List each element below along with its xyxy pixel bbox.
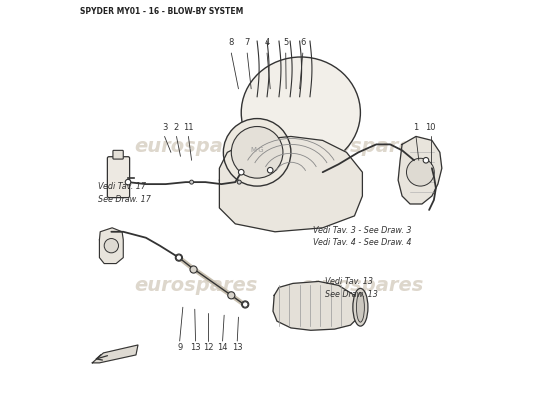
Text: 2: 2 bbox=[174, 124, 179, 132]
Circle shape bbox=[267, 168, 273, 173]
Text: 7: 7 bbox=[245, 38, 250, 47]
Text: 14: 14 bbox=[217, 343, 228, 352]
Circle shape bbox=[125, 179, 131, 185]
Circle shape bbox=[232, 126, 283, 178]
Text: 12: 12 bbox=[203, 343, 213, 352]
Text: eurospares: eurospares bbox=[134, 137, 257, 156]
Text: Vedi Tav. 3 - See Draw. 3
Vedi Tav. 4 - See Draw. 4: Vedi Tav. 3 - See Draw. 3 Vedi Tav. 4 - … bbox=[313, 226, 411, 247]
Polygon shape bbox=[92, 345, 138, 363]
Text: SPYDER MY01 - 16 - BLOW-BY SYSTEM: SPYDER MY01 - 16 - BLOW-BY SYSTEM bbox=[80, 7, 244, 16]
Circle shape bbox=[241, 301, 249, 308]
Text: 11: 11 bbox=[183, 124, 194, 132]
Circle shape bbox=[237, 180, 241, 184]
Ellipse shape bbox=[353, 288, 368, 326]
Circle shape bbox=[190, 180, 194, 184]
Text: 9: 9 bbox=[177, 343, 182, 352]
Circle shape bbox=[176, 255, 182, 260]
Circle shape bbox=[104, 238, 118, 253]
Circle shape bbox=[223, 118, 291, 186]
Circle shape bbox=[190, 266, 197, 273]
FancyBboxPatch shape bbox=[107, 157, 130, 198]
Circle shape bbox=[228, 292, 235, 299]
Text: eurospares: eurospares bbox=[301, 137, 424, 156]
Circle shape bbox=[406, 158, 434, 186]
Text: 8: 8 bbox=[229, 38, 234, 47]
Text: M·G: M·G bbox=[250, 147, 264, 153]
FancyBboxPatch shape bbox=[113, 150, 123, 159]
Polygon shape bbox=[219, 136, 362, 232]
Text: 13: 13 bbox=[190, 343, 201, 352]
Text: 3: 3 bbox=[162, 124, 167, 132]
Polygon shape bbox=[100, 228, 123, 264]
Text: eurospares: eurospares bbox=[134, 276, 257, 295]
Circle shape bbox=[239, 170, 244, 175]
Circle shape bbox=[423, 158, 429, 163]
Text: eurospares: eurospares bbox=[301, 276, 424, 295]
Polygon shape bbox=[273, 282, 360, 330]
Text: 13: 13 bbox=[232, 343, 243, 352]
Circle shape bbox=[175, 254, 183, 261]
Text: Vedi Tav. 13
See Draw. 13: Vedi Tav. 13 See Draw. 13 bbox=[324, 278, 377, 299]
Ellipse shape bbox=[356, 292, 364, 322]
Text: 6: 6 bbox=[300, 38, 305, 47]
Text: Vedi Tav. 17
See Draw. 17: Vedi Tav. 17 See Draw. 17 bbox=[98, 182, 151, 204]
Circle shape bbox=[243, 302, 248, 307]
Text: 4: 4 bbox=[265, 38, 270, 47]
Polygon shape bbox=[398, 136, 442, 204]
Text: 1: 1 bbox=[414, 124, 419, 132]
Text: 5: 5 bbox=[283, 38, 288, 47]
Ellipse shape bbox=[241, 57, 360, 168]
Text: 10: 10 bbox=[426, 124, 436, 132]
